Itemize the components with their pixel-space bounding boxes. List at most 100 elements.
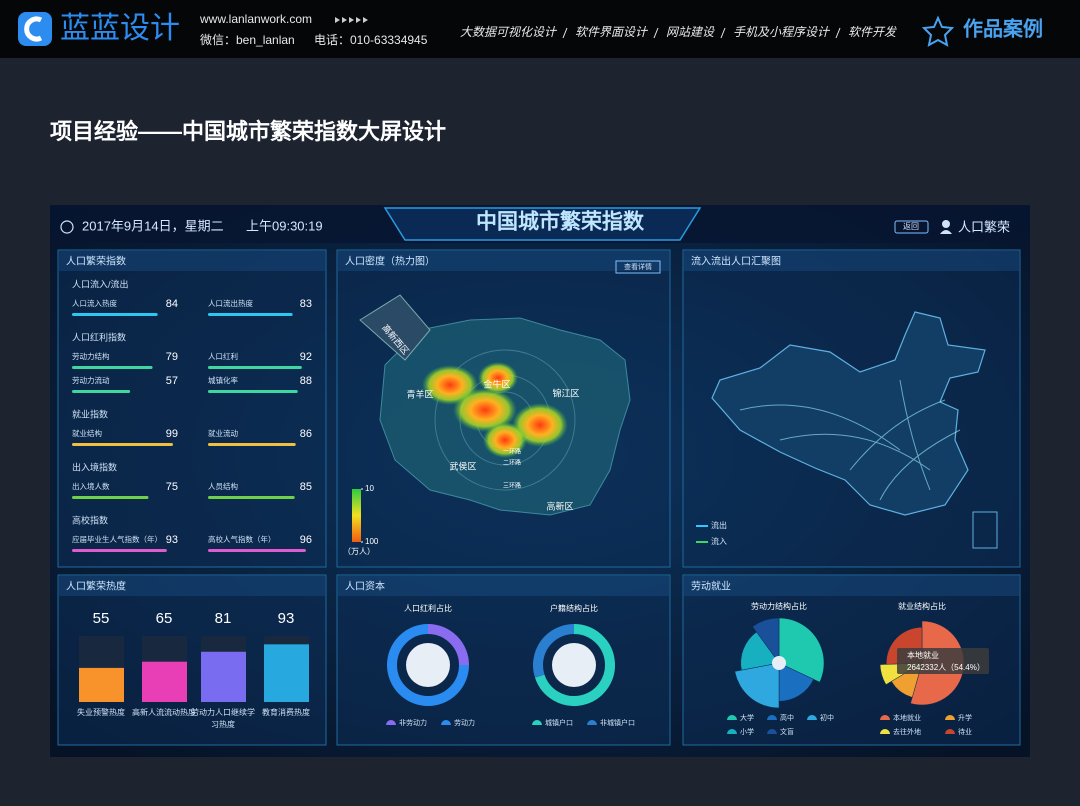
index-bar (208, 549, 306, 552)
flow-lines (739, 379, 961, 501)
arrows (335, 17, 368, 23)
heat-bar (79, 667, 124, 702)
china-map (711, 311, 986, 516)
legend-unit: （万人） (343, 547, 375, 556)
legend-swatch (945, 715, 955, 720)
index-label: 劳动力流动 (72, 375, 110, 385)
nav-separator (562, 27, 568, 39)
donut-segment (535, 624, 615, 706)
date: 2017年9月14日，星期二 (82, 218, 224, 233)
index-bar (72, 366, 153, 369)
badge-icon (921, 15, 955, 47)
heat-spot (478, 362, 518, 394)
district-label: 金牛区 (483, 378, 510, 389)
index-value: 93 (166, 534, 178, 546)
index-value: 96 (300, 534, 312, 546)
heat-spot (453, 388, 517, 432)
legend-swatch (945, 729, 955, 734)
district-label: 武侯区 (449, 460, 476, 471)
panel-header (59, 251, 325, 271)
group-title: 人口流入/流出 (72, 278, 129, 289)
index-label: 劳动力结构 (72, 351, 110, 361)
index-label: 就业流动 (208, 428, 238, 438)
dashboard-title: 中国城市繁荣指数 (476, 210, 645, 234)
nav-item: 网站建设 (666, 25, 715, 39)
legend-label: 本地就业 (893, 713, 921, 722)
panel-title: 人口密度（热力图） (345, 255, 435, 268)
district-label: 高新区 (546, 500, 573, 511)
index-value: 92 (300, 351, 312, 363)
index-label: 就业结构 (72, 428, 102, 438)
panel-title: 人口繁荣指数 (66, 255, 126, 268)
legend-label: 去往外地 (893, 727, 921, 736)
index-value: 79 (166, 351, 178, 363)
index-bar (208, 366, 302, 369)
index-label: 人口流出热度 (208, 298, 253, 308)
panel (57, 249, 327, 568)
index-bar (208, 390, 298, 393)
legend-label: 待业 (958, 727, 972, 736)
pie-segment (734, 662, 780, 709)
panel-header (59, 576, 325, 596)
tooltip-text: 2642332人（54.4%） (907, 663, 985, 672)
chart-title: 户籍结构占比 (550, 603, 598, 613)
legend-swatch (727, 729, 737, 734)
ring-road-label: 二环路 (503, 459, 521, 467)
badge: 作品案例 (963, 16, 1043, 40)
nav-item: 软件界面设计 (575, 25, 649, 39)
index-bar (72, 549, 167, 552)
panel-header (338, 251, 669, 271)
legend-tick-label: 100 (365, 537, 379, 546)
pie-hole (772, 656, 786, 670)
legend-swatch (767, 729, 777, 734)
panel-title: 人口繁荣热度 (66, 580, 126, 593)
panel-header (684, 251, 1019, 271)
ring-road-label: 三环路 (503, 482, 521, 490)
module: 人口繁荣 (958, 219, 1010, 234)
legend-label: 升学 (958, 713, 972, 722)
legend-label: 大学 (740, 713, 754, 722)
legend-swatch (441, 720, 451, 725)
heat-spot (483, 422, 527, 458)
pie-segment (740, 631, 780, 671)
heat-label: 教育消费热度 (262, 708, 310, 717)
index-bar (208, 313, 293, 316)
user-icon (940, 230, 952, 234)
logo-text: 蓝蓝设计 (60, 12, 180, 45)
back-label[interactable]: 返回 (903, 222, 919, 231)
detail-button[interactable] (615, 260, 661, 274)
tooltip-name: 本地就业 (907, 650, 939, 660)
index-bar (72, 390, 131, 393)
legend-label: 文盲 (780, 727, 794, 736)
legend-label: 非劳动力 (399, 718, 427, 727)
heat-value: 81 (215, 610, 232, 627)
index-bar (72, 496, 149, 499)
index-value: 84 (166, 298, 178, 310)
index-value: 85 (300, 481, 312, 493)
heat-legend (352, 489, 361, 542)
logo-mark (24, 16, 43, 42)
index-bar (208, 443, 296, 446)
legend-swatch (880, 729, 890, 734)
west-area (359, 294, 431, 361)
panel-title: 人口资本 (345, 580, 385, 593)
legend-swatch (767, 715, 777, 720)
legend-tick-label: 10 (365, 484, 374, 493)
clock-icon (60, 220, 74, 234)
detail-label[interactable]: 查看详情 (624, 262, 652, 271)
logo-icon (18, 12, 52, 46)
legend-swatch (807, 715, 817, 720)
page-title: 项目经验——中国城市繁荣指数大屏设计 (50, 119, 446, 144)
back-button[interactable] (894, 220, 929, 234)
group-title: 人口红利指数 (72, 331, 126, 342)
time: 上午09:30:19 (246, 218, 323, 233)
legend-label: 初中 (820, 713, 834, 722)
ring-road (434, 349, 576, 491)
ring-road-label: 一环路 (503, 448, 521, 456)
index-value: 99 (166, 428, 178, 440)
legend-label: 流入 (711, 536, 727, 546)
legend-label: 城镇户口 (545, 718, 573, 727)
heat-bar (264, 644, 309, 702)
